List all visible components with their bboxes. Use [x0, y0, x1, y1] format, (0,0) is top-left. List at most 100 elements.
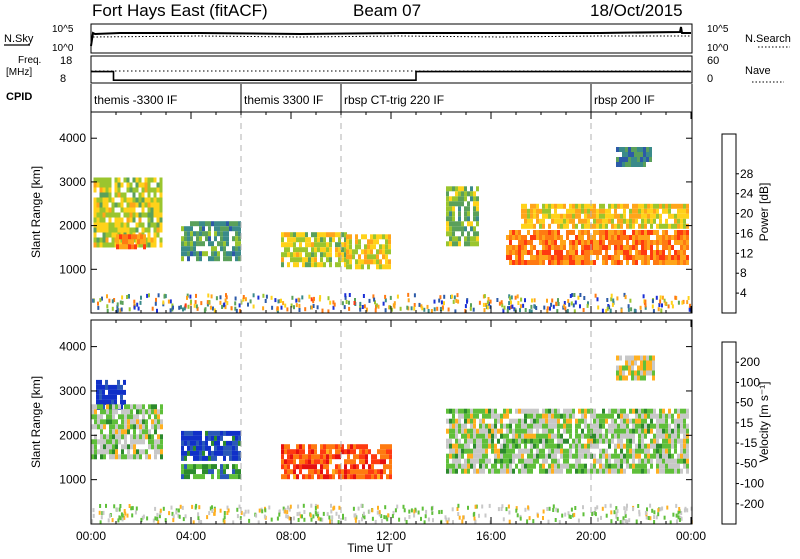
- data-cell: [578, 208, 581, 214]
- data-cell: [229, 445, 232, 451]
- ground-scatter-cell: [447, 307, 450, 312]
- data-cell: [677, 218, 680, 224]
- data-cell: [464, 413, 467, 419]
- data-cell: [302, 444, 305, 450]
- data-cell: [132, 197, 136, 203]
- data-cell: [99, 389, 102, 395]
- data-cell: [365, 454, 368, 460]
- data-cell: [686, 433, 689, 439]
- data-cell: [593, 428, 596, 434]
- ground-scatter-cell: [583, 296, 586, 300]
- data-cell: [652, 360, 655, 366]
- data-cell: [542, 438, 545, 444]
- data-cell: [299, 464, 302, 470]
- data-cell: [683, 240, 686, 245]
- data-cell: [593, 438, 596, 444]
- data-cell: [545, 453, 548, 459]
- ground-scatter-cell: [183, 306, 186, 311]
- data-cell: [220, 474, 223, 480]
- data-cell: [226, 474, 229, 480]
- ground-scatter-cell: [661, 295, 664, 300]
- ground-scatter-cell: [577, 518, 580, 523]
- ground-scatter-cell: [121, 517, 124, 522]
- data-cell: [126, 182, 130, 188]
- data-cell: [302, 449, 305, 455]
- data-cell: [584, 218, 587, 224]
- data-cell: [634, 355, 637, 361]
- data-cell: [377, 449, 380, 455]
- data-cell: [148, 454, 151, 460]
- ground-scatter-cell: [515, 506, 518, 511]
- data-cell: [102, 182, 106, 188]
- data-cell: [346, 244, 349, 250]
- data-cell: [446, 443, 449, 449]
- data-cell: [202, 455, 205, 461]
- data-cell: [157, 439, 160, 445]
- ground-scatter-cell: [378, 510, 381, 515]
- data-cell: [235, 241, 238, 247]
- data-cell: [115, 419, 118, 425]
- data-cell: [199, 241, 202, 247]
- ground-scatter-cell: [139, 300, 142, 305]
- data-cell: [193, 455, 196, 461]
- data-cell: [458, 216, 461, 222]
- ground-scatter-cell: [554, 518, 557, 522]
- data-cell: [130, 444, 133, 450]
- ground-scatter-cell: [534, 304, 536, 309]
- data-cell: [524, 223, 527, 229]
- data-cell: [108, 222, 112, 228]
- ground-scatter-cell: [170, 505, 173, 510]
- data-cell: [332, 444, 335, 450]
- data-cell: [671, 458, 674, 464]
- data-cell: [623, 423, 626, 429]
- data-cell: [637, 375, 640, 381]
- data-cell: [353, 459, 356, 465]
- data-cell: [99, 222, 103, 228]
- ground-scatter-cell: [101, 296, 103, 301]
- data-cell: [329, 252, 332, 258]
- data-cell: [187, 246, 190, 252]
- data-cell: [112, 409, 115, 415]
- data-cell: [118, 454, 121, 460]
- data-cell: [608, 428, 611, 434]
- data-cell: [527, 428, 530, 434]
- data-cell: [446, 428, 449, 434]
- data-cell: [314, 242, 317, 248]
- ground-scatter-cell: [443, 294, 446, 299]
- data-cell: [539, 240, 542, 245]
- data-cell: [449, 453, 452, 459]
- data-cell: [581, 468, 584, 474]
- data-cell: [114, 384, 117, 390]
- data-cell: [611, 240, 614, 245]
- data-cell: [114, 222, 118, 228]
- data-cell: [338, 247, 341, 253]
- data-cell: [506, 250, 509, 255]
- data-cell: [619, 365, 622, 371]
- data-cell: [335, 454, 338, 460]
- ground-scatter-cell: [262, 306, 265, 311]
- data-cell: [284, 247, 287, 253]
- data-cell: [99, 384, 102, 390]
- velocity-panel-background: [91, 320, 692, 524]
- data-cell: [127, 404, 130, 410]
- data-cell: [120, 202, 124, 208]
- data-cell: [539, 448, 542, 454]
- data-cell: [335, 464, 338, 470]
- data-cell: [509, 418, 512, 424]
- data-cell: [488, 438, 491, 444]
- data-cell: [587, 240, 590, 245]
- ground-scatter-cell: [213, 308, 216, 313]
- data-cell: [287, 262, 290, 268]
- data-cell: [105, 207, 109, 213]
- data-cell: [680, 413, 683, 419]
- ground-scatter-cell: [223, 511, 226, 515]
- data-cell: [154, 429, 157, 435]
- ground-scatter-cell: [119, 308, 122, 313]
- data-cell: [542, 230, 545, 235]
- velocity-data-layer: [91, 355, 693, 525]
- data-cell: [605, 213, 608, 219]
- data-cell: [123, 197, 127, 203]
- data-cell: [229, 226, 232, 232]
- data-cell: [235, 226, 238, 232]
- data-cell: [226, 221, 229, 227]
